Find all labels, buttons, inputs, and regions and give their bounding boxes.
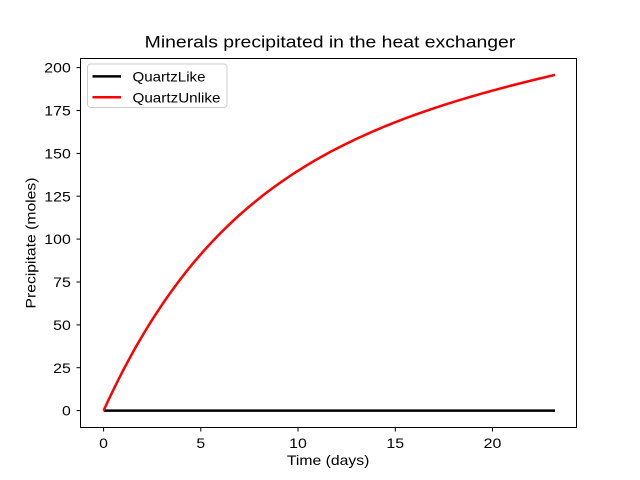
- svg-text:200: 200: [44, 60, 71, 76]
- svg-text:175: 175: [44, 103, 71, 119]
- svg-text:QuartzUnlike: QuartzUnlike: [133, 89, 221, 105]
- svg-text:Minerals precipitated in the h: Minerals precipitated in the heat exchan…: [145, 33, 516, 52]
- svg-text:100: 100: [44, 231, 71, 247]
- svg-text:125: 125: [44, 188, 71, 204]
- svg-text:150: 150: [44, 146, 71, 162]
- svg-text:75: 75: [53, 274, 71, 290]
- svg-text:50: 50: [53, 317, 71, 333]
- svg-text:0: 0: [62, 403, 71, 419]
- svg-text:10: 10: [289, 435, 307, 451]
- svg-text:0: 0: [99, 435, 108, 451]
- svg-text:25: 25: [53, 360, 71, 376]
- svg-text:Precipitate (moles): Precipitate (moles): [23, 178, 39, 309]
- svg-text:5: 5: [196, 435, 205, 451]
- svg-text:Time (days): Time (days): [287, 452, 370, 468]
- svg-text:QuartzLike: QuartzLike: [133, 69, 206, 85]
- svg-text:15: 15: [386, 435, 404, 451]
- svg-text:20: 20: [484, 435, 502, 451]
